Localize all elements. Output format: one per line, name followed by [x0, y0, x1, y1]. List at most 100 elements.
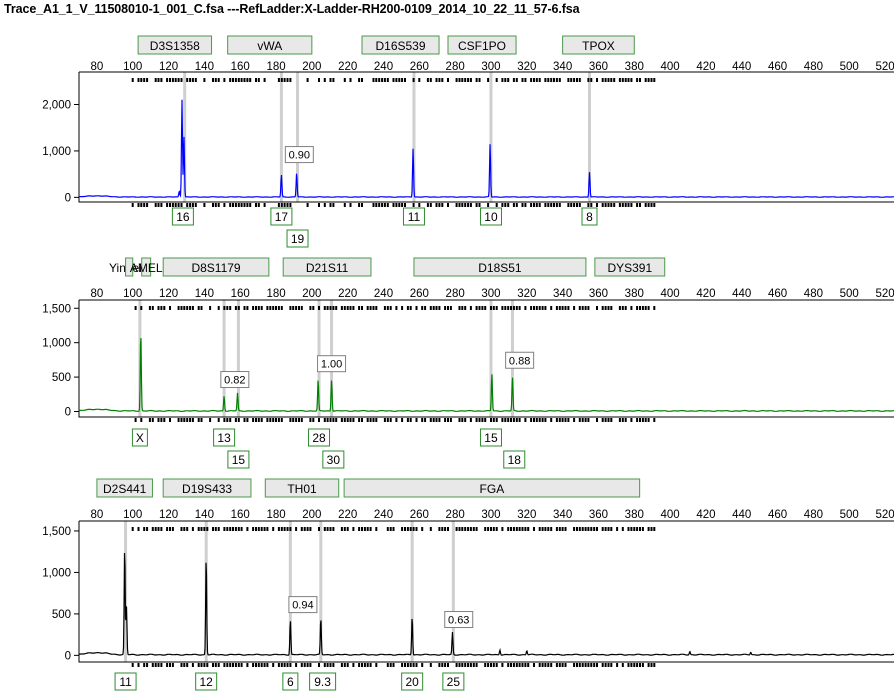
- x-tick-label: 140: [195, 509, 214, 521]
- x-tick-label: 460: [768, 61, 787, 73]
- x-tick-label: 520: [875, 509, 894, 521]
- allele-call-label: 28: [312, 431, 326, 445]
- y-tick-label: 1,000: [42, 567, 71, 579]
- peak-ratio-label: 1.00: [321, 359, 342, 371]
- allele-call-box: [114, 672, 137, 691]
- x-tick-label: 220: [338, 288, 357, 300]
- marker-label: D19S433: [182, 482, 232, 496]
- x-tick-label: 140: [195, 61, 214, 73]
- marker-box: [264, 478, 340, 498]
- x-tick-label: 160: [231, 288, 250, 300]
- x-tick-label: 480: [804, 509, 823, 521]
- peak-ratio-label: 0.63: [448, 615, 469, 627]
- allele-call-label: 12: [199, 675, 213, 689]
- y-tick-label: 500: [52, 609, 71, 621]
- allele-call-label: 11: [408, 210, 421, 224]
- x-tick-label: 160: [231, 61, 250, 73]
- x-tick-label: 380: [625, 61, 644, 73]
- marker-label: FGA: [480, 482, 505, 496]
- plot-axis: [78, 72, 894, 203]
- bin-ticks: [134, 306, 656, 422]
- marker-box: [137, 35, 213, 55]
- x-tick-label: 80: [91, 509, 104, 521]
- marker-label: TH01: [287, 482, 317, 496]
- x-tick-label: 340: [553, 61, 572, 73]
- allele-call-label: 13: [217, 431, 231, 445]
- peak-ratio-box: [220, 371, 250, 389]
- allele-call-label: 6: [287, 675, 294, 689]
- x-tick-label: 280: [446, 61, 465, 73]
- allele-call-box: [322, 450, 345, 469]
- marker-label: D16S539: [375, 39, 425, 53]
- marker-label: D8S1179: [191, 261, 240, 275]
- marker-label: CSF1PO: [458, 39, 506, 53]
- marker-box: [141, 257, 152, 277]
- x-tick-label: 360: [589, 288, 608, 300]
- x-tick-label: 440: [732, 509, 751, 521]
- x-tick-label: 180: [266, 61, 285, 73]
- peak-ratio-box: [284, 146, 314, 164]
- x-tick-label: 120: [159, 509, 178, 521]
- peak-ratio-label: 0.94: [292, 600, 313, 612]
- allele-call-box: [195, 672, 218, 691]
- x-tick-label: 380: [625, 288, 644, 300]
- peak-ratio-box: [288, 596, 318, 614]
- allele-call-box: [131, 428, 148, 447]
- plot-axis: [78, 521, 894, 663]
- allele-call-label: 25: [447, 675, 461, 689]
- x-tick-label: 240: [374, 288, 393, 300]
- x-tick-label: 340: [553, 288, 572, 300]
- y-tick-label: 0: [65, 192, 71, 204]
- x-tick-label: 460: [768, 288, 787, 300]
- peak-ratio-box: [444, 611, 474, 629]
- allele-call-label: 20: [405, 675, 419, 689]
- x-tick-label: 300: [481, 288, 500, 300]
- allele-call-box: [479, 207, 502, 226]
- x-tick-label: 240: [374, 509, 393, 521]
- marker-label: AMEL: [130, 261, 163, 275]
- x-tick-label: 140: [195, 288, 214, 300]
- peak-ratio-label: 0.90: [289, 150, 310, 162]
- bin-ticks: [131, 527, 656, 667]
- marker-label: TPOX: [582, 39, 615, 53]
- x-tick-label: 420: [696, 61, 715, 73]
- y-tick-label: 500: [52, 372, 71, 384]
- allele-call-box: [581, 207, 598, 226]
- marker-box: [162, 478, 252, 498]
- marker-label: D18S51: [478, 261, 522, 275]
- marker-box: [227, 35, 313, 55]
- x-tick-label: 120: [159, 288, 178, 300]
- x-tick-label: 280: [446, 288, 465, 300]
- allele-call-label: X: [136, 431, 144, 445]
- x-tick-label: 100: [123, 509, 142, 521]
- y-tick-label: 1,000: [42, 338, 71, 350]
- y-tick-label: 2,000: [42, 100, 71, 112]
- x-tick-label: 500: [840, 288, 859, 300]
- x-tick-label: 440: [732, 288, 751, 300]
- x-tick-label: 180: [266, 509, 285, 521]
- x-tick-label: 200: [302, 509, 321, 521]
- marker-box: [361, 35, 440, 55]
- x-tick-label: 180: [266, 288, 285, 300]
- x-tick-label: 500: [840, 61, 859, 73]
- allele-call-box: [442, 672, 465, 691]
- marker-box: [413, 257, 587, 277]
- peak-ratio-box: [317, 355, 347, 373]
- y-tick-label: 0: [65, 650, 71, 662]
- peak-ratio-label: 0.88: [509, 355, 530, 367]
- allele-call-label: 10: [484, 210, 498, 224]
- x-tick-label: 400: [661, 288, 680, 300]
- allele-call-box: [171, 207, 194, 226]
- trace-line: [78, 338, 894, 413]
- allele-call-box: [308, 428, 331, 447]
- allele-call-label: 15: [232, 453, 246, 467]
- y-tick-label: 1,500: [42, 303, 71, 315]
- x-tick-label: 400: [661, 61, 680, 73]
- peak-ratio-box: [505, 351, 535, 369]
- allele-call-box: [402, 207, 425, 226]
- panel-green-dye: YindelAMELD8S1179D21S11D18S51DYS39180100…: [42, 257, 894, 469]
- allele-call-label: 15: [484, 431, 498, 445]
